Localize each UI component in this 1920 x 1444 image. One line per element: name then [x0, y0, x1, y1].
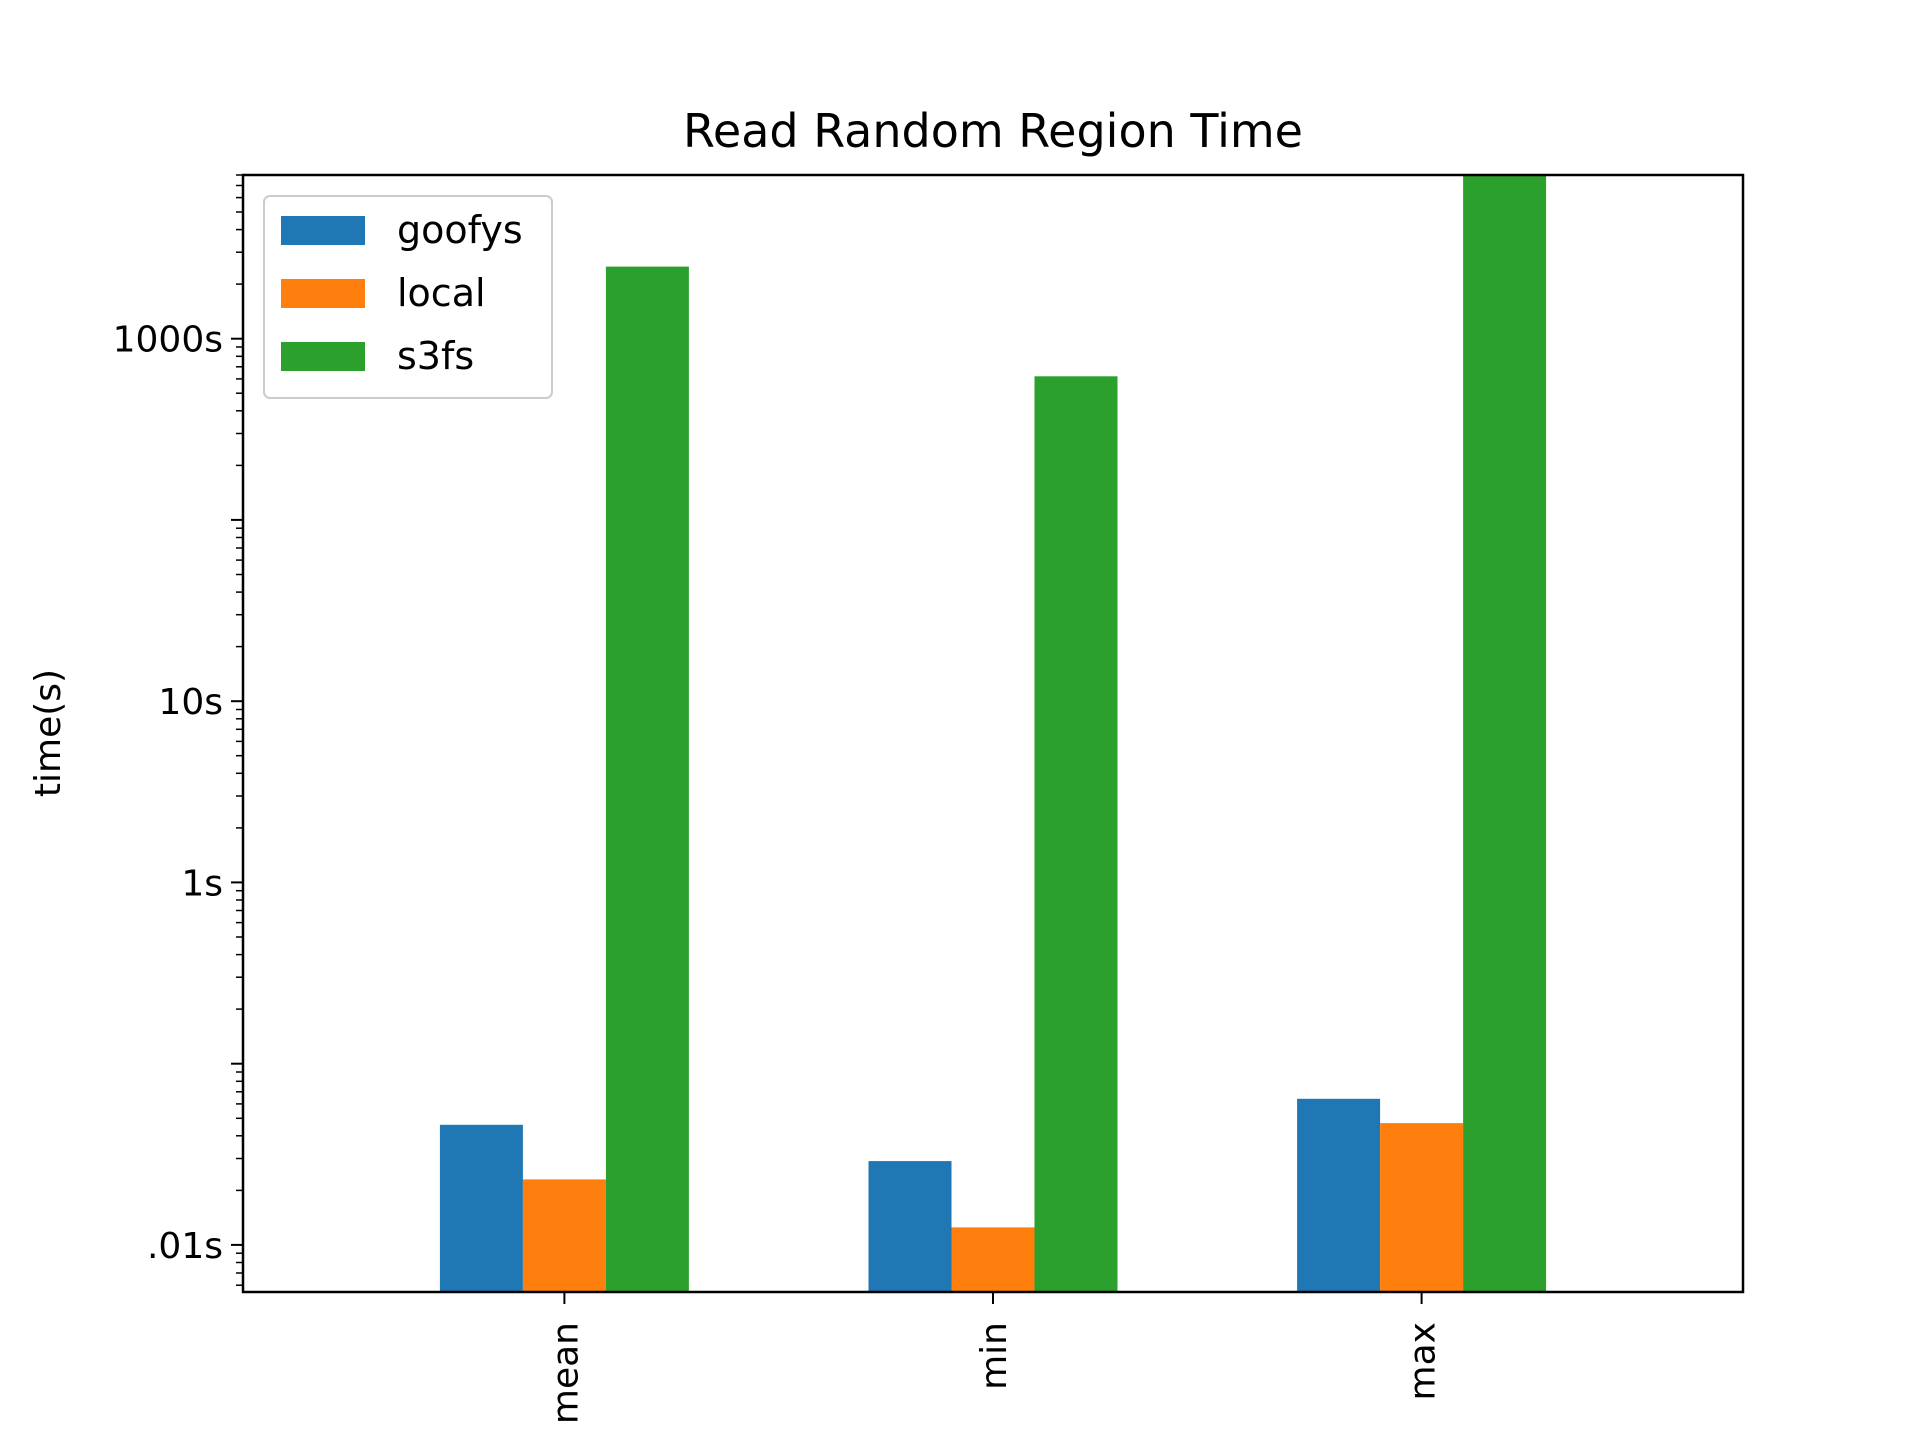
legend-label-s3fs: s3fs — [397, 334, 474, 378]
x-tick-label-max: max — [1403, 1322, 1444, 1400]
bar-goofys-min — [868, 1161, 952, 1292]
bar-goofys-max — [1297, 1098, 1381, 1292]
y-axis: .01s 1s 10s 1000s — [113, 174, 243, 1286]
bar-local-mean — [522, 1179, 606, 1292]
legend-swatch-local — [281, 279, 365, 308]
bar-local-min — [951, 1227, 1035, 1292]
bar-local-max — [1380, 1123, 1464, 1292]
legend-swatch-goofys — [281, 216, 365, 245]
bar-s3fs-mean — [605, 266, 689, 1293]
bar-goofys-mean — [439, 1124, 523, 1292]
y-axis-label: time(s) — [28, 669, 69, 797]
chart-title: Read Random Region Time — [683, 104, 1303, 158]
y-tick-label: 1s — [181, 863, 223, 904]
legend-swatch-s3fs — [281, 342, 365, 371]
legend-label-local: local — [397, 271, 486, 315]
x-axis: mean min max — [545, 1292, 1444, 1424]
y-tick-label: 1000s — [113, 320, 223, 361]
legend: goofys local s3fs — [263, 195, 553, 399]
legend-items: goofys local s3fs — [281, 208, 523, 378]
bar-s3fs-min — [1034, 376, 1118, 1292]
x-tick-label-min: min — [974, 1322, 1015, 1390]
legend-label-goofys: goofys — [397, 208, 523, 252]
y-tick-label: 10s — [158, 682, 223, 723]
bar-s3fs-max — [1463, 175, 1547, 1292]
x-tick-label-mean: mean — [545, 1322, 586, 1424]
bars-layer — [439, 175, 1547, 1293]
y-tick-label: .01s — [147, 1226, 223, 1267]
